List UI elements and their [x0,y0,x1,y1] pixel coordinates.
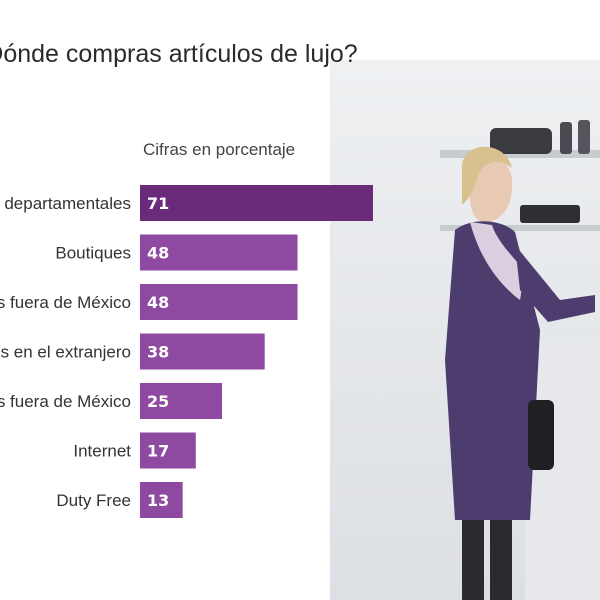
chart-subtitle: Cifras en porcentaje [143,140,295,159]
category-label: Tiendas departamentales [0,194,131,213]
bar [140,284,298,320]
bar-value-label: 25 [147,392,169,411]
bar-value-label: 17 [147,442,169,461]
bar [140,185,373,221]
bar [140,432,196,469]
bar-value-label: 48 [147,244,169,263]
category-label: Boutiques [55,244,131,263]
category-label: Outlets fuera de México [0,392,131,411]
bar [140,234,298,271]
bar-value-label: 38 [147,343,169,362]
category-label: Tiendas fuera de México [0,293,131,312]
bar [140,383,223,419]
bar [140,482,183,518]
chart-title: ¿Dónde compras artículos de lujo? [0,40,358,68]
bar-value-label: 71 [147,194,169,213]
bar [140,333,265,370]
category-label: Duty Free [56,491,131,510]
bar-value-label: 48 [147,293,169,312]
bar-value-label: 13 [147,491,169,510]
category-label: Internet [73,442,131,461]
bars-group: 71 Tiendas departamentales 48 Boutiques 48 Ti… [0,185,373,518]
category-label: Boutiques en el extranjero [0,343,131,362]
